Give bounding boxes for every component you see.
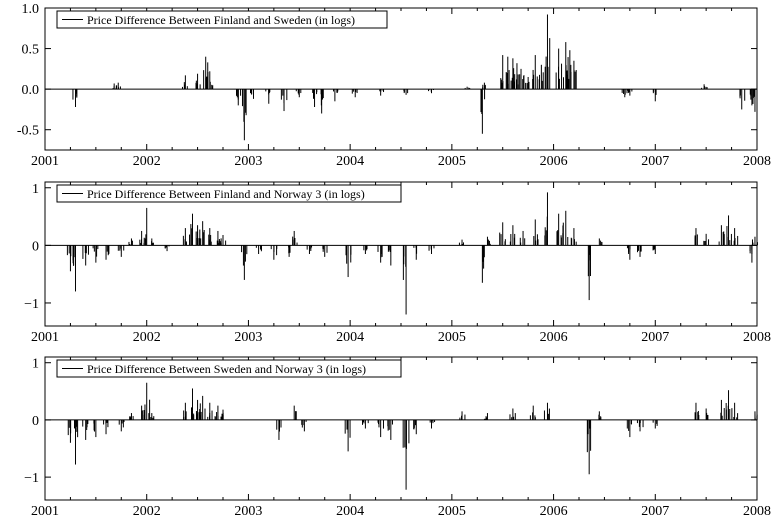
y-tick-label: 0 bbox=[32, 414, 39, 429]
x-tick-label: 2002 bbox=[133, 330, 161, 345]
x-tick-label: 2004 bbox=[336, 330, 364, 345]
x-tick-label: 2007 bbox=[641, 330, 669, 345]
legend-box bbox=[56, 359, 402, 378]
x-tick-label: 2003 bbox=[234, 504, 262, 519]
x-tick-label: 2004 bbox=[336, 154, 364, 169]
x-tick-label: 2007 bbox=[641, 154, 669, 169]
plot-frame bbox=[44, 181, 758, 327]
y-tick-label: 0 bbox=[32, 239, 39, 254]
legend-box bbox=[56, 184, 402, 203]
legend-label: Price Difference Between Finland and Nor… bbox=[87, 187, 365, 201]
x-tick-label: 2007 bbox=[641, 504, 669, 519]
legend-label: Price Difference Between Finland and Swe… bbox=[87, 13, 355, 27]
plot-frame bbox=[44, 7, 758, 151]
x-tick-label: 2001 bbox=[31, 330, 59, 345]
x-tick-label: 2006 bbox=[540, 330, 568, 345]
x-tick-label: 2006 bbox=[540, 504, 568, 519]
x-tick-label: 2008 bbox=[743, 154, 771, 169]
y-tick-label: 0.5 bbox=[22, 43, 40, 58]
plot-frame bbox=[44, 356, 758, 501]
x-tick-label: 2002 bbox=[133, 154, 161, 169]
x-tick-label: 2003 bbox=[234, 330, 262, 345]
y-tick-label: −1 bbox=[24, 297, 39, 312]
x-tick-label: 2005 bbox=[438, 330, 466, 345]
y-tick-label: 1 bbox=[32, 182, 39, 197]
x-tick-label: 2005 bbox=[438, 504, 466, 519]
x-tick-label: 2004 bbox=[336, 504, 364, 519]
chart-panel-3: 2001 2002 2003 2004 2005 2006 2007 2008 1 0 −1 Pric… bbox=[24, 356, 771, 519]
x-tick-label: 2002 bbox=[133, 504, 161, 519]
chart-panel-1: 2001 2002 2003 2004 2005 2006 2007 2008 1.0 0.5 0.… bbox=[17, 2, 771, 169]
y-tick-label: 0.0 bbox=[22, 83, 40, 98]
x-tick-label: 2008 bbox=[743, 504, 771, 519]
y-tick-label: 1 bbox=[32, 357, 39, 372]
x-tick-label: 2006 bbox=[540, 154, 568, 169]
x-tick-label: 2008 bbox=[743, 330, 771, 345]
x-tick-label: 2001 bbox=[31, 504, 59, 519]
legend-label: Price Difference Between Sweden and Norw… bbox=[87, 362, 366, 376]
legend-box bbox=[56, 10, 388, 29]
x-tick-label: 2003 bbox=[234, 154, 262, 169]
x-tick-label: 2001 bbox=[31, 154, 59, 169]
y-tick-label: −1 bbox=[24, 471, 39, 486]
y-tick-label: -0.5 bbox=[17, 124, 39, 139]
y-tick-label: 1.0 bbox=[22, 2, 40, 17]
chart-panel-2: 2001 2002 2003 2004 2005 2006 2007 2008 1 0 −1 Pric… bbox=[24, 181, 771, 345]
x-tick-label: 2005 bbox=[438, 154, 466, 169]
